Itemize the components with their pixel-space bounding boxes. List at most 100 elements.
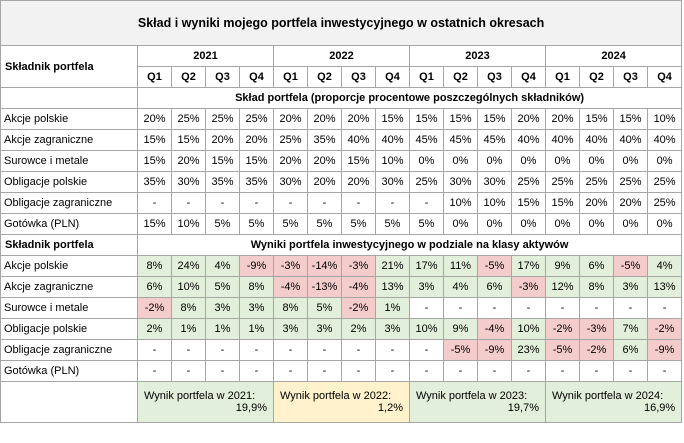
- result-cell: 4%: [443, 276, 478, 298]
- result-cell: -3%: [579, 318, 614, 340]
- result-cell: -: [579, 360, 614, 382]
- result-cell: 11%: [443, 255, 478, 277]
- result-cell: 8%: [137, 255, 172, 277]
- component-header: Składnik portfela: [0, 45, 138, 88]
- value-cell: 15%: [511, 192, 546, 214]
- result-cell: -: [341, 360, 376, 382]
- value-cell: -: [307, 192, 342, 214]
- value-cell: 30%: [171, 171, 206, 193]
- table-row: Akcje polskie 8% 24% 4% -9% -3% -14% -3% 21% 17% 1…: [0, 255, 683, 277]
- quarter-header: Q4: [646, 66, 683, 88]
- table-row: Surowce i metale -2% 8% 3% 3% 8% 5% -2% 1% - - - - - -…: [0, 297, 683, 319]
- value-cell: 15%: [171, 129, 206, 151]
- result-cell: 10%: [511, 318, 546, 340]
- result-cell: 1%: [375, 297, 410, 319]
- table-row: Surowce i metale 15% 20% 15% 15% 20% 20% 15% 10%…: [0, 150, 683, 172]
- value-cell: 0%: [646, 150, 683, 172]
- result-cell: -4%: [477, 318, 512, 340]
- table-row: Akcje polskie 20% 25% 25% 25% 20% 20% 20% 15% 15%…: [0, 108, 683, 130]
- value-cell: 0%: [477, 213, 512, 235]
- row-label: Obligacje zagraniczne: [0, 192, 138, 214]
- value-cell: 25%: [646, 171, 683, 193]
- result-cell: -: [307, 339, 342, 361]
- result-cell: -: [205, 360, 240, 382]
- table-row: Gotówka (PLN) 15% 10% 5% 5% 5% 5% 5% 5% 5% 0% 0% 0% 0…: [0, 213, 683, 235]
- value-cell: 20%: [137, 108, 172, 130]
- quarter-header: Q4: [511, 66, 546, 88]
- result-cell: 6%: [613, 339, 648, 361]
- table-row: Obligacje zagraniczne - - - - - - - - -10% 10% 15% 1…: [0, 192, 683, 214]
- table-row: Obligacje polskie 35% 30% 35% 35% 30% 20% 20% 30…: [0, 171, 683, 193]
- value-cell: 0%: [477, 150, 512, 172]
- year-header: 2022: [273, 45, 410, 67]
- result-cell: -2%: [646, 318, 683, 340]
- result-cell: -: [646, 360, 683, 382]
- result-cell: 2%: [137, 318, 172, 340]
- result-cell: 4%: [205, 255, 240, 277]
- value-cell: 10%: [443, 192, 478, 214]
- value-cell: 15%: [409, 108, 444, 130]
- result-cell: 13%: [375, 276, 410, 298]
- summary-label: Wynik portfela w 2023:: [416, 390, 528, 402]
- result-cell: 8%: [273, 297, 308, 319]
- result-cell: 13%: [646, 276, 683, 298]
- row-label: Akcje zagraniczne: [0, 276, 138, 298]
- value-cell: 45%: [409, 129, 444, 151]
- result-cell: 4%: [646, 255, 683, 277]
- value-cell: 10%: [646, 108, 683, 130]
- value-cell: 0%: [511, 213, 546, 235]
- result-cell: -14%: [307, 255, 342, 277]
- value-cell: 5%: [375, 213, 410, 235]
- value-cell: 15%: [443, 108, 478, 130]
- value-cell: 5%: [205, 213, 240, 235]
- value-cell: 5%: [273, 213, 308, 235]
- result-cell: 17%: [511, 255, 546, 277]
- value-cell: 20%: [171, 150, 206, 172]
- value-cell: 40%: [341, 129, 376, 151]
- result-cell: -2%: [545, 318, 580, 340]
- value-cell: 30%: [443, 171, 478, 193]
- result-cell: -: [511, 297, 546, 319]
- quarter-header: Q2: [171, 66, 206, 88]
- value-cell: -: [409, 192, 444, 214]
- result-cell: -: [511, 360, 546, 382]
- result-cell: -9%: [477, 339, 512, 361]
- value-cell: 45%: [443, 129, 478, 151]
- value-cell: 35%: [137, 171, 172, 193]
- value-cell: 15%: [579, 108, 614, 130]
- result-cell: -: [545, 297, 580, 319]
- value-cell: 25%: [545, 171, 580, 193]
- result-cell: 24%: [171, 255, 206, 277]
- value-cell: 0%: [443, 213, 478, 235]
- result-cell: 3%: [375, 318, 410, 340]
- result-cell: -: [307, 360, 342, 382]
- result-cell: -: [341, 339, 376, 361]
- result-cell: 8%: [239, 276, 274, 298]
- result-cell: -: [579, 297, 614, 319]
- result-cell: -2%: [341, 297, 376, 319]
- value-cell: 20%: [341, 108, 376, 130]
- value-cell: 25%: [239, 108, 274, 130]
- value-cell: 25%: [273, 129, 308, 151]
- value-cell: 20%: [239, 129, 274, 151]
- value-cell: 0%: [613, 150, 648, 172]
- portfolio-table: Skład i wyniki mojego portfela inwestycy…: [0, 0, 683, 423]
- value-cell: 0%: [511, 150, 546, 172]
- value-cell: 15%: [205, 150, 240, 172]
- year-summary: Wynik portfela w 2021: 19,9%: [137, 381, 274, 423]
- value-cell: 20%: [273, 150, 308, 172]
- value-cell: 20%: [205, 129, 240, 151]
- result-cell: 9%: [443, 318, 478, 340]
- result-cell: 6%: [477, 276, 512, 298]
- value-cell: 0%: [545, 150, 580, 172]
- value-cell: 15%: [375, 108, 410, 130]
- result-cell: -5%: [613, 255, 648, 277]
- value-cell: -: [273, 192, 308, 214]
- result-cell: 1%: [205, 318, 240, 340]
- empty-cell: [0, 381, 138, 423]
- value-cell: 15%: [137, 213, 172, 235]
- result-cell: 5%: [205, 276, 240, 298]
- value-cell: 0%: [579, 213, 614, 235]
- row-label: Akcje polskie: [0, 255, 138, 277]
- result-cell: 3%: [409, 276, 444, 298]
